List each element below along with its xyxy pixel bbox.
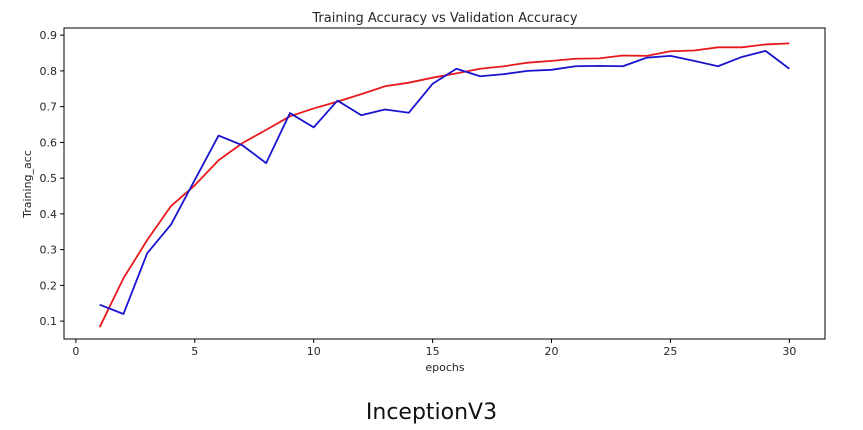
series-line-red: [98, 42, 790, 328]
y-tick-label: 0.2: [40, 279, 58, 292]
y-axis-label: Training_acc: [21, 150, 34, 219]
y-tick-label: 0.6: [40, 136, 58, 149]
plot-area-frame: [63, 27, 826, 340]
x-axis-label: epochs: [425, 361, 464, 374]
y-tick-label: 0.5: [40, 172, 58, 185]
x-tick-label: 10: [307, 345, 321, 358]
x-tick-label: 20: [545, 345, 559, 358]
series-line-blue: [99, 49, 790, 315]
y-tick-label: 0.9: [40, 29, 58, 42]
y-axis: 0.1 0.2 0.3 0.4 0.5 0.6 0.7 0.8 0.9: [40, 29, 64, 328]
x-tick-label: 30: [782, 345, 796, 358]
x-tick-label: 0: [72, 345, 79, 358]
y-tick-label: 0.8: [40, 65, 58, 78]
x-tick-label: 25: [663, 345, 677, 358]
chart-title: Training Accuracy vs Validation Accuracy: [311, 11, 577, 26]
x-tick-label: 15: [426, 345, 440, 358]
y-tick-label: 0.1: [40, 315, 58, 328]
x-tick-label: 5: [191, 345, 198, 358]
series-layer: [98, 42, 790, 328]
x-axis: 0 5 10 15 20 25 30: [72, 339, 796, 358]
y-tick-label: 0.4: [40, 208, 58, 221]
y-tick-label: 0.3: [40, 244, 58, 257]
model-caption: InceptionV3: [365, 400, 498, 425]
y-tick-label: 0.7: [40, 101, 58, 114]
